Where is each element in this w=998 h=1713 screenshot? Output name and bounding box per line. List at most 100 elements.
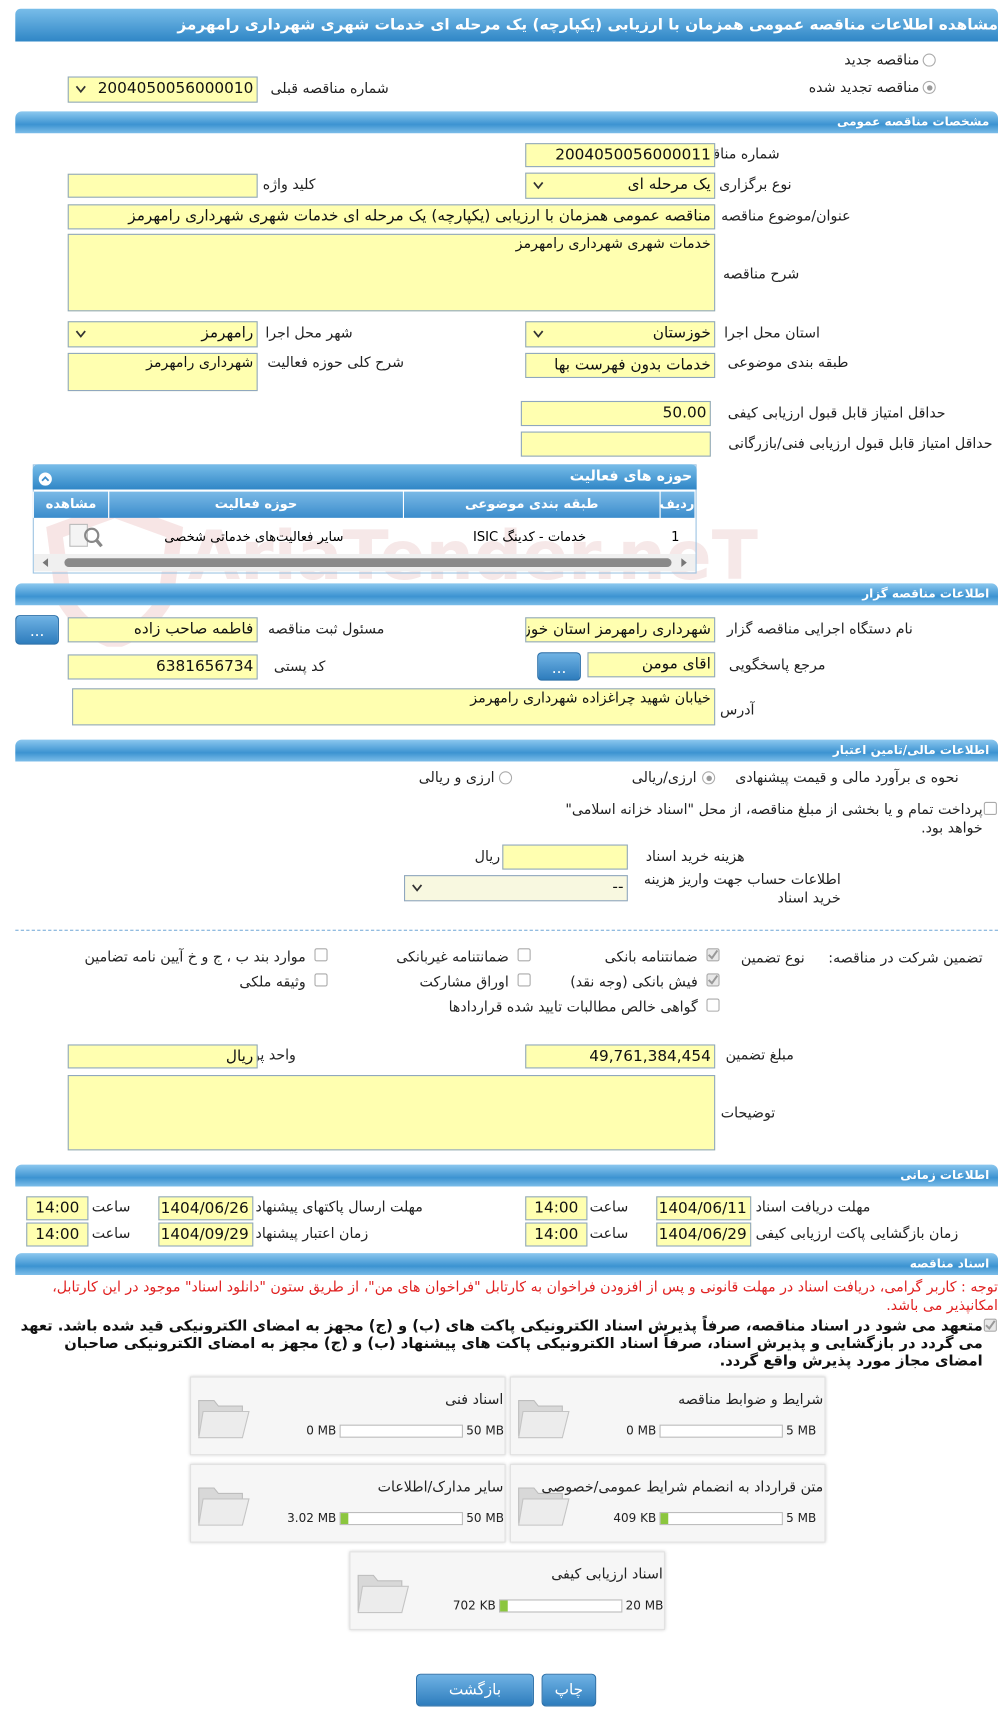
field-label: ساعت xyxy=(91,1225,131,1243)
input-field[interactable]: 1404/06/11 xyxy=(656,1196,752,1221)
file-max-size: 50 MB xyxy=(466,1423,504,1438)
input-field[interactable]: خدمات بدون فهرست بها xyxy=(525,352,716,379)
dropdown-arrow xyxy=(75,330,86,338)
field-label: عنوان/موضوع مناقصه xyxy=(721,208,851,226)
textarea[interactable]: شهرداری رامهرمز xyxy=(67,352,258,392)
table-header-cell: حوزه فعالیت xyxy=(108,491,403,518)
more-button[interactable]: ... xyxy=(537,652,581,681)
input-field[interactable] xyxy=(520,431,711,457)
field-label: نحوه ی برآورد مالی و قیمت پیشنهادی xyxy=(735,770,959,787)
checkbox[interactable] xyxy=(517,948,531,962)
field-label: نام دستگاه اجرایی مناقصه گزار xyxy=(727,621,913,639)
select-field[interactable]: -- xyxy=(404,875,628,902)
radio-button[interactable] xyxy=(922,53,936,67)
field-label: متن قرارداد به انضمام شرایط عمومی/خصوصی xyxy=(541,1479,824,1496)
scrollbar[interactable] xyxy=(33,553,696,572)
textarea[interactable] xyxy=(67,1075,716,1151)
field-label: سایر مدارک/اطلاعات xyxy=(377,1479,504,1496)
field-label: فیش بانکی (وجه نقد) xyxy=(570,974,698,991)
checkbox[interactable] xyxy=(314,948,328,962)
input-field[interactable]: مناقصه عمومی همزمان با ارزیابی (یکپارچه)… xyxy=(67,204,716,230)
magnifier xyxy=(69,523,103,548)
input-field[interactable]: 1404/06/29 xyxy=(656,1222,752,1247)
folder-icon xyxy=(194,1390,253,1445)
radio-button[interactable] xyxy=(498,771,513,785)
input-field[interactable]: 14:00 xyxy=(525,1222,588,1247)
field-label: ساعت xyxy=(589,1199,629,1216)
progress-fill xyxy=(660,1513,669,1525)
section-header: اطلاعات مناقصه گزار xyxy=(15,583,998,606)
check-mark xyxy=(985,1320,996,1330)
collapse-button[interactable] xyxy=(38,470,52,486)
checkbox[interactable] xyxy=(314,973,328,987)
input-field[interactable]: ریال xyxy=(67,1044,258,1069)
progress-track xyxy=(339,1512,463,1526)
checkbox[interactable] xyxy=(983,801,997,816)
treasury-text: پرداخت تمام و یا بخشی از مبلغ مناقصه، از… xyxy=(565,801,983,837)
table-header-cell: ردیف xyxy=(659,491,695,518)
table-cell: 1 xyxy=(671,528,680,545)
field-label: ساعت xyxy=(589,1225,629,1243)
radio-button[interactable] xyxy=(702,771,716,785)
section-header: اسناد مناقصه xyxy=(15,1253,998,1275)
folder-graphic xyxy=(518,1487,570,1526)
input-field[interactable]: 6381656734 xyxy=(67,654,258,680)
file-size: 3.02 MB xyxy=(287,1510,337,1526)
field-label: مناقصه تجدید شده xyxy=(808,79,920,97)
check-mark xyxy=(707,975,719,985)
input-field[interactable]: 14:00 xyxy=(26,1196,89,1221)
field-label: شرایط و ضوابط مناقصه xyxy=(678,1391,824,1409)
input-field[interactable]: 1404/09/29 xyxy=(158,1222,254,1247)
input-field[interactable]: 2004050056000011 xyxy=(525,143,716,168)
progress-track xyxy=(339,1424,463,1438)
file-max-size: 50 MB xyxy=(466,1510,504,1526)
file-size: 409 KB xyxy=(613,1510,657,1526)
input-field[interactable]: شهرداری رامهرمز استان خوزستان xyxy=(525,617,716,643)
input-field[interactable]: 14:00 xyxy=(26,1222,89,1247)
progress-track xyxy=(498,1599,623,1613)
folder-icon xyxy=(514,1477,573,1532)
select-field[interactable]: 2004050056000010 xyxy=(67,76,258,103)
input-field[interactable]: اقای مومن xyxy=(587,652,716,678)
field-label: کد پستی xyxy=(273,658,326,676)
print-button[interactable]: چاپ xyxy=(541,1673,597,1707)
field-label: اسناد ارزیابی کیفی xyxy=(551,1566,663,1584)
section-header: اطلاعات زمانی xyxy=(15,1164,998,1187)
select-field[interactable]: رامهرمز xyxy=(67,321,258,348)
field-label: توضیحات xyxy=(720,1105,776,1122)
select-field[interactable]: خوزستان xyxy=(525,321,716,348)
textarea[interactable]: خیابان شهید چراغزاده شهرداری رامهرمز xyxy=(72,688,716,726)
checkbox[interactable] xyxy=(706,973,720,987)
checkbox[interactable] xyxy=(517,973,531,987)
input-field[interactable]: 1404/06/26 xyxy=(158,1196,254,1221)
field-label: موارد بند ب ، ج و خ آیین نامه تضامین xyxy=(84,949,306,966)
section-header: اطلاعات مالی/تامین اعتبار xyxy=(15,739,998,762)
checkbox[interactable] xyxy=(706,948,720,962)
field-label: کلید واژه xyxy=(262,176,316,194)
input-field[interactable] xyxy=(67,173,258,198)
input-field[interactable]: 49,761,384,454 xyxy=(525,1044,716,1069)
folder-graphic xyxy=(198,1487,250,1526)
back-button[interactable]: بازگشت xyxy=(416,1673,534,1707)
folder-icon xyxy=(514,1390,573,1445)
field-label: طبقه بندی موضوعی xyxy=(727,355,849,372)
input-field[interactable]: 50.00 xyxy=(520,400,711,427)
field-label: شرح کلی حوزه فعالیت xyxy=(267,355,405,372)
view-icon[interactable] xyxy=(63,522,107,550)
radio-button[interactable] xyxy=(922,80,936,94)
checkbox[interactable] xyxy=(706,998,720,1012)
input-field[interactable]: 14:00 xyxy=(525,1196,588,1221)
dropdown-arrow xyxy=(533,181,544,190)
more-button[interactable]: ... xyxy=(15,615,59,645)
select-field[interactable]: یک مرحله ای xyxy=(525,172,716,199)
textarea[interactable]: خدمات شهری شهرداری رامهرمز xyxy=(67,233,716,312)
check-mark xyxy=(707,949,719,960)
input-field[interactable] xyxy=(502,844,628,870)
input-field[interactable]: فاطمه صاحب زاده xyxy=(67,617,258,643)
file-size: 0 MB xyxy=(306,1423,337,1438)
checkbox[interactable] xyxy=(983,1318,997,1332)
field-label: نوع تضمین xyxy=(740,950,805,967)
file-size: 0 MB xyxy=(626,1423,657,1438)
field-label: ارزی و ریالی xyxy=(418,770,495,787)
field-label: اسناد فنی xyxy=(445,1391,504,1409)
